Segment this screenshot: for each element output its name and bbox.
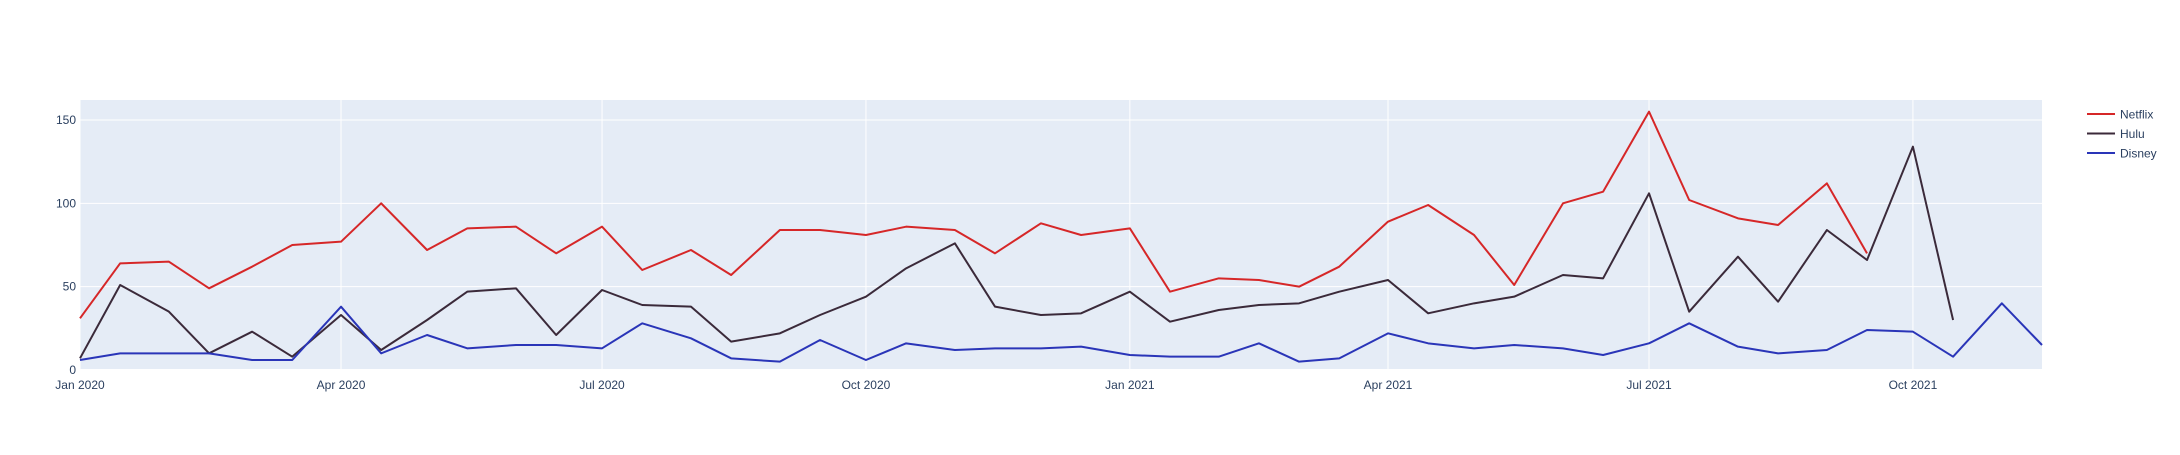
series-line-hulu [79, 145, 1955, 359]
x-tick-label: Oct 2021 [1889, 378, 1938, 392]
x-tick-label: Jan 2020 [55, 378, 105, 392]
legend-item-hulu[interactable]: Hulu [2087, 127, 2145, 141]
gridlines [79, 100, 2042, 371]
legend-label: Netflix [2120, 108, 2153, 122]
y-tick-label: 0 [69, 363, 76, 377]
x-tick-label: Jul 2020 [579, 378, 625, 392]
y-axis-ticks: 0 50 100 150 [56, 113, 76, 377]
x-tick-label: Apr 2020 [317, 378, 366, 392]
x-tick-label: Jan 2021 [1105, 378, 1155, 392]
series-line-disney [79, 302, 2043, 363]
x-axis-ticks: Jan 2020 Apr 2020 Jul 2020 Oct 2020 Jan 2021… [55, 378, 1937, 392]
x-tick-label: Apr 2021 [1364, 378, 1413, 392]
x-tick-label: Oct 2020 [842, 378, 891, 392]
series-lines [79, 110, 2043, 363]
y-tick-label: 150 [56, 113, 76, 127]
legend-label: Hulu [2120, 127, 2145, 141]
legend-label: Disney [2120, 147, 2157, 161]
y-tick-label: 100 [56, 196, 76, 210]
series-line-netflix [79, 110, 1868, 319]
plot-background [80, 100, 2042, 370]
x-tick-label: Jul 2021 [1626, 378, 1672, 392]
legend[interactable]: Netflix Hulu Disney [2087, 108, 2157, 161]
legend-item-netflix[interactable]: Netflix [2087, 108, 2153, 122]
y-tick-label: 50 [63, 280, 77, 294]
legend-item-disney[interactable]: Disney [2087, 147, 2157, 161]
